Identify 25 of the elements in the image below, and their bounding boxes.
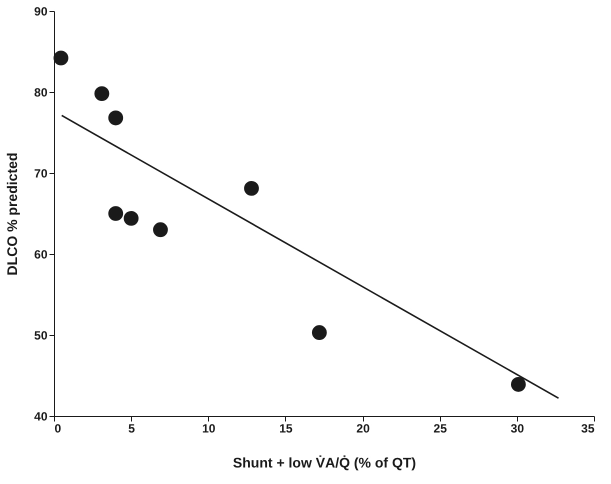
- x-tick-label: 20: [356, 422, 370, 436]
- point: [510, 377, 526, 392]
- point: [244, 180, 259, 196]
- x-tick-label: 5: [128, 422, 136, 436]
- point: [108, 110, 124, 126]
- point: [94, 86, 110, 102]
- y-tick-label: 80: [34, 86, 48, 100]
- x-tick-label: 35: [581, 422, 595, 436]
- y-tick-label: 40: [34, 410, 48, 424]
- point: [54, 50, 68, 66]
- x-tick-label: 30: [510, 422, 524, 436]
- point: [153, 222, 168, 238]
- y-tick-label: 90: [34, 4, 48, 18]
- point: [108, 206, 124, 221]
- point: [312, 325, 327, 340]
- x-axis-title: Shunt + low V̇A/Q̇ (% of QT): [232, 454, 416, 470]
- x-tick-label: 0: [54, 422, 62, 436]
- y-tick-label: 70: [34, 166, 48, 180]
- x-tick-label: 25: [434, 422, 448, 436]
- y-tick-label: 60: [34, 248, 48, 262]
- point: [124, 210, 139, 226]
- x-tick-label: 15: [279, 422, 293, 436]
- y-axis-title: DLCO % predicted: [4, 152, 20, 276]
- x-tick-label: 10: [202, 422, 216, 436]
- y-tick-label: 50: [34, 328, 48, 342]
